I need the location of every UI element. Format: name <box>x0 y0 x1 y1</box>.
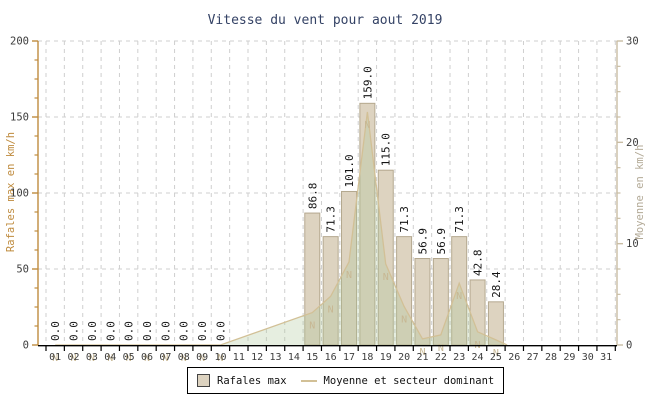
x-tick-label: 07 <box>159 352 171 363</box>
x-tick-label: 15 <box>306 352 318 363</box>
sector-letter-day-03: N <box>89 353 95 364</box>
axes <box>32 40 623 351</box>
sector-letter-day-21: N <box>419 347 425 358</box>
bar-value-label: 56.9 <box>435 228 448 255</box>
sector-letter-day-09: N <box>199 353 205 364</box>
right-tick-label: 20 <box>626 137 639 149</box>
sector-letter-day-20: N <box>401 314 407 325</box>
bar-value-label: 86.8 <box>306 183 319 210</box>
sector-letter-day-25: N <box>493 348 499 359</box>
x-tick-label: 01 <box>49 352 61 363</box>
x-tick-label: 08 <box>178 352 190 363</box>
x-tick-label: 04 <box>104 352 116 363</box>
sector-letter-day-06: N <box>144 353 150 364</box>
x-tick-label: 21 <box>416 352 428 363</box>
left-tick-label: 100 <box>10 188 29 200</box>
left-tick-label: 150 <box>10 112 29 124</box>
sector-letter-day-15: N <box>309 321 315 332</box>
bar-value-label: 101.0 <box>343 154 356 187</box>
x-tick-label: 28 <box>545 352 557 363</box>
bar-value-labels: 0.0 0.0 0.0 0.0 0.0 0.0 0.0 0.0 0.0 0.0 86.8 71.3 10… <box>49 66 503 341</box>
bar-value-label: 42.8 <box>472 249 485 276</box>
x-tick-label: 26 <box>508 352 520 363</box>
sector-letter-day-07: N <box>162 353 168 364</box>
x-tick-label: 19 <box>380 352 392 363</box>
grid-lines <box>38 40 617 345</box>
bar-value-label: 159.0 <box>361 66 374 99</box>
x-tick-label: 29 <box>563 352 575 363</box>
sector-letter-day-01: N <box>52 353 58 364</box>
sector-letter-day-18: N <box>364 120 370 131</box>
right-tick-label: 30 <box>626 36 639 48</box>
x-tick-label: 05 <box>123 352 135 363</box>
x-tick-label: 23 <box>453 352 465 363</box>
sector-letter-day-10: N <box>217 353 223 364</box>
legend-moyenne-label: Moyenne et secteur dominant <box>323 374 495 387</box>
moyenne-area <box>55 111 508 346</box>
sector-letter-day-23: N <box>456 291 462 302</box>
left-tick-label: 200 <box>10 36 29 48</box>
sector-letters: NNNNNNNNNNNNNNNNNNNNN <box>52 120 499 364</box>
sector-letter-day-22: N <box>438 343 444 354</box>
x-tick-label: 31 <box>600 352 612 363</box>
x-tick-label: 30 <box>582 352 594 363</box>
legend-box: Rafales max Moyenne et secteur dominant <box>187 367 505 394</box>
bar-value-label: 56.9 <box>416 228 429 255</box>
x-tick-label: 22 <box>435 352 447 363</box>
legend-rafales-label: Rafales max <box>217 374 287 387</box>
x-tick-label: 25 <box>490 352 502 363</box>
sector-letter-day-05: N <box>126 353 132 364</box>
right-tick-label: 0 <box>626 340 632 352</box>
x-tick-label: 06 <box>141 352 153 363</box>
sector-letter-day-16: N <box>328 304 334 315</box>
bar-value-label: 115.0 <box>380 133 393 166</box>
bar-value-label: 0.0 <box>104 321 117 341</box>
x-tick-label: 02 <box>68 352 80 363</box>
x-tick-label: 18 <box>361 352 373 363</box>
bar-value-label: 71.3 <box>398 206 411 233</box>
bar-value-label: 71.3 <box>325 206 338 233</box>
x-tick-label: 09 <box>196 352 208 363</box>
bar-value-label: 0.0 <box>214 321 227 341</box>
sector-letter-day-17: N <box>346 270 352 281</box>
bar-value-label: 0.0 <box>123 321 136 341</box>
x-tick-label: 14 <box>288 352 300 363</box>
x-tick-label: 10 <box>214 352 226 363</box>
left-tick-label: 0 <box>23 340 29 352</box>
x-tick-label: 27 <box>527 352 539 363</box>
x-tick-label: 13 <box>270 352 282 363</box>
bar-value-label: 28.4 <box>490 271 503 298</box>
right-tick-label: 10 <box>626 238 639 250</box>
bar-value-label: 0.0 <box>49 321 62 341</box>
sector-letter-day-08: N <box>181 353 187 364</box>
rafales-swatch-icon <box>197 374 210 387</box>
sector-letter-day-19: N <box>383 272 389 283</box>
bar-value-label: 71.3 <box>453 206 466 233</box>
x-tick-label: 03 <box>86 352 98 363</box>
bar-value-label: 0.0 <box>178 321 191 341</box>
left-tick-label: 50 <box>16 264 29 276</box>
x-tick-label: 17 <box>343 352 355 363</box>
x-tick-label: 11 <box>233 352 245 363</box>
x-tick-label: 12 <box>251 352 263 363</box>
bar-value-label: 0.0 <box>196 321 209 341</box>
bar-value-label: 0.0 <box>159 321 172 341</box>
chart-title: Vitesse du vent pour aout 2019 <box>207 13 443 28</box>
x-tick-label: 24 <box>472 352 484 363</box>
x-tick-label: 20 <box>398 352 410 363</box>
sector-letter-day-04: N <box>107 353 113 364</box>
sector-letter-day-02: N <box>71 353 77 364</box>
bar-value-label: 0.0 <box>86 321 99 341</box>
x-tick-label: 16 <box>325 352 337 363</box>
bar-value-label: 0.0 <box>68 321 81 341</box>
bar-value-label: 0.0 <box>141 321 154 341</box>
moyenne-line-icon <box>300 379 317 382</box>
